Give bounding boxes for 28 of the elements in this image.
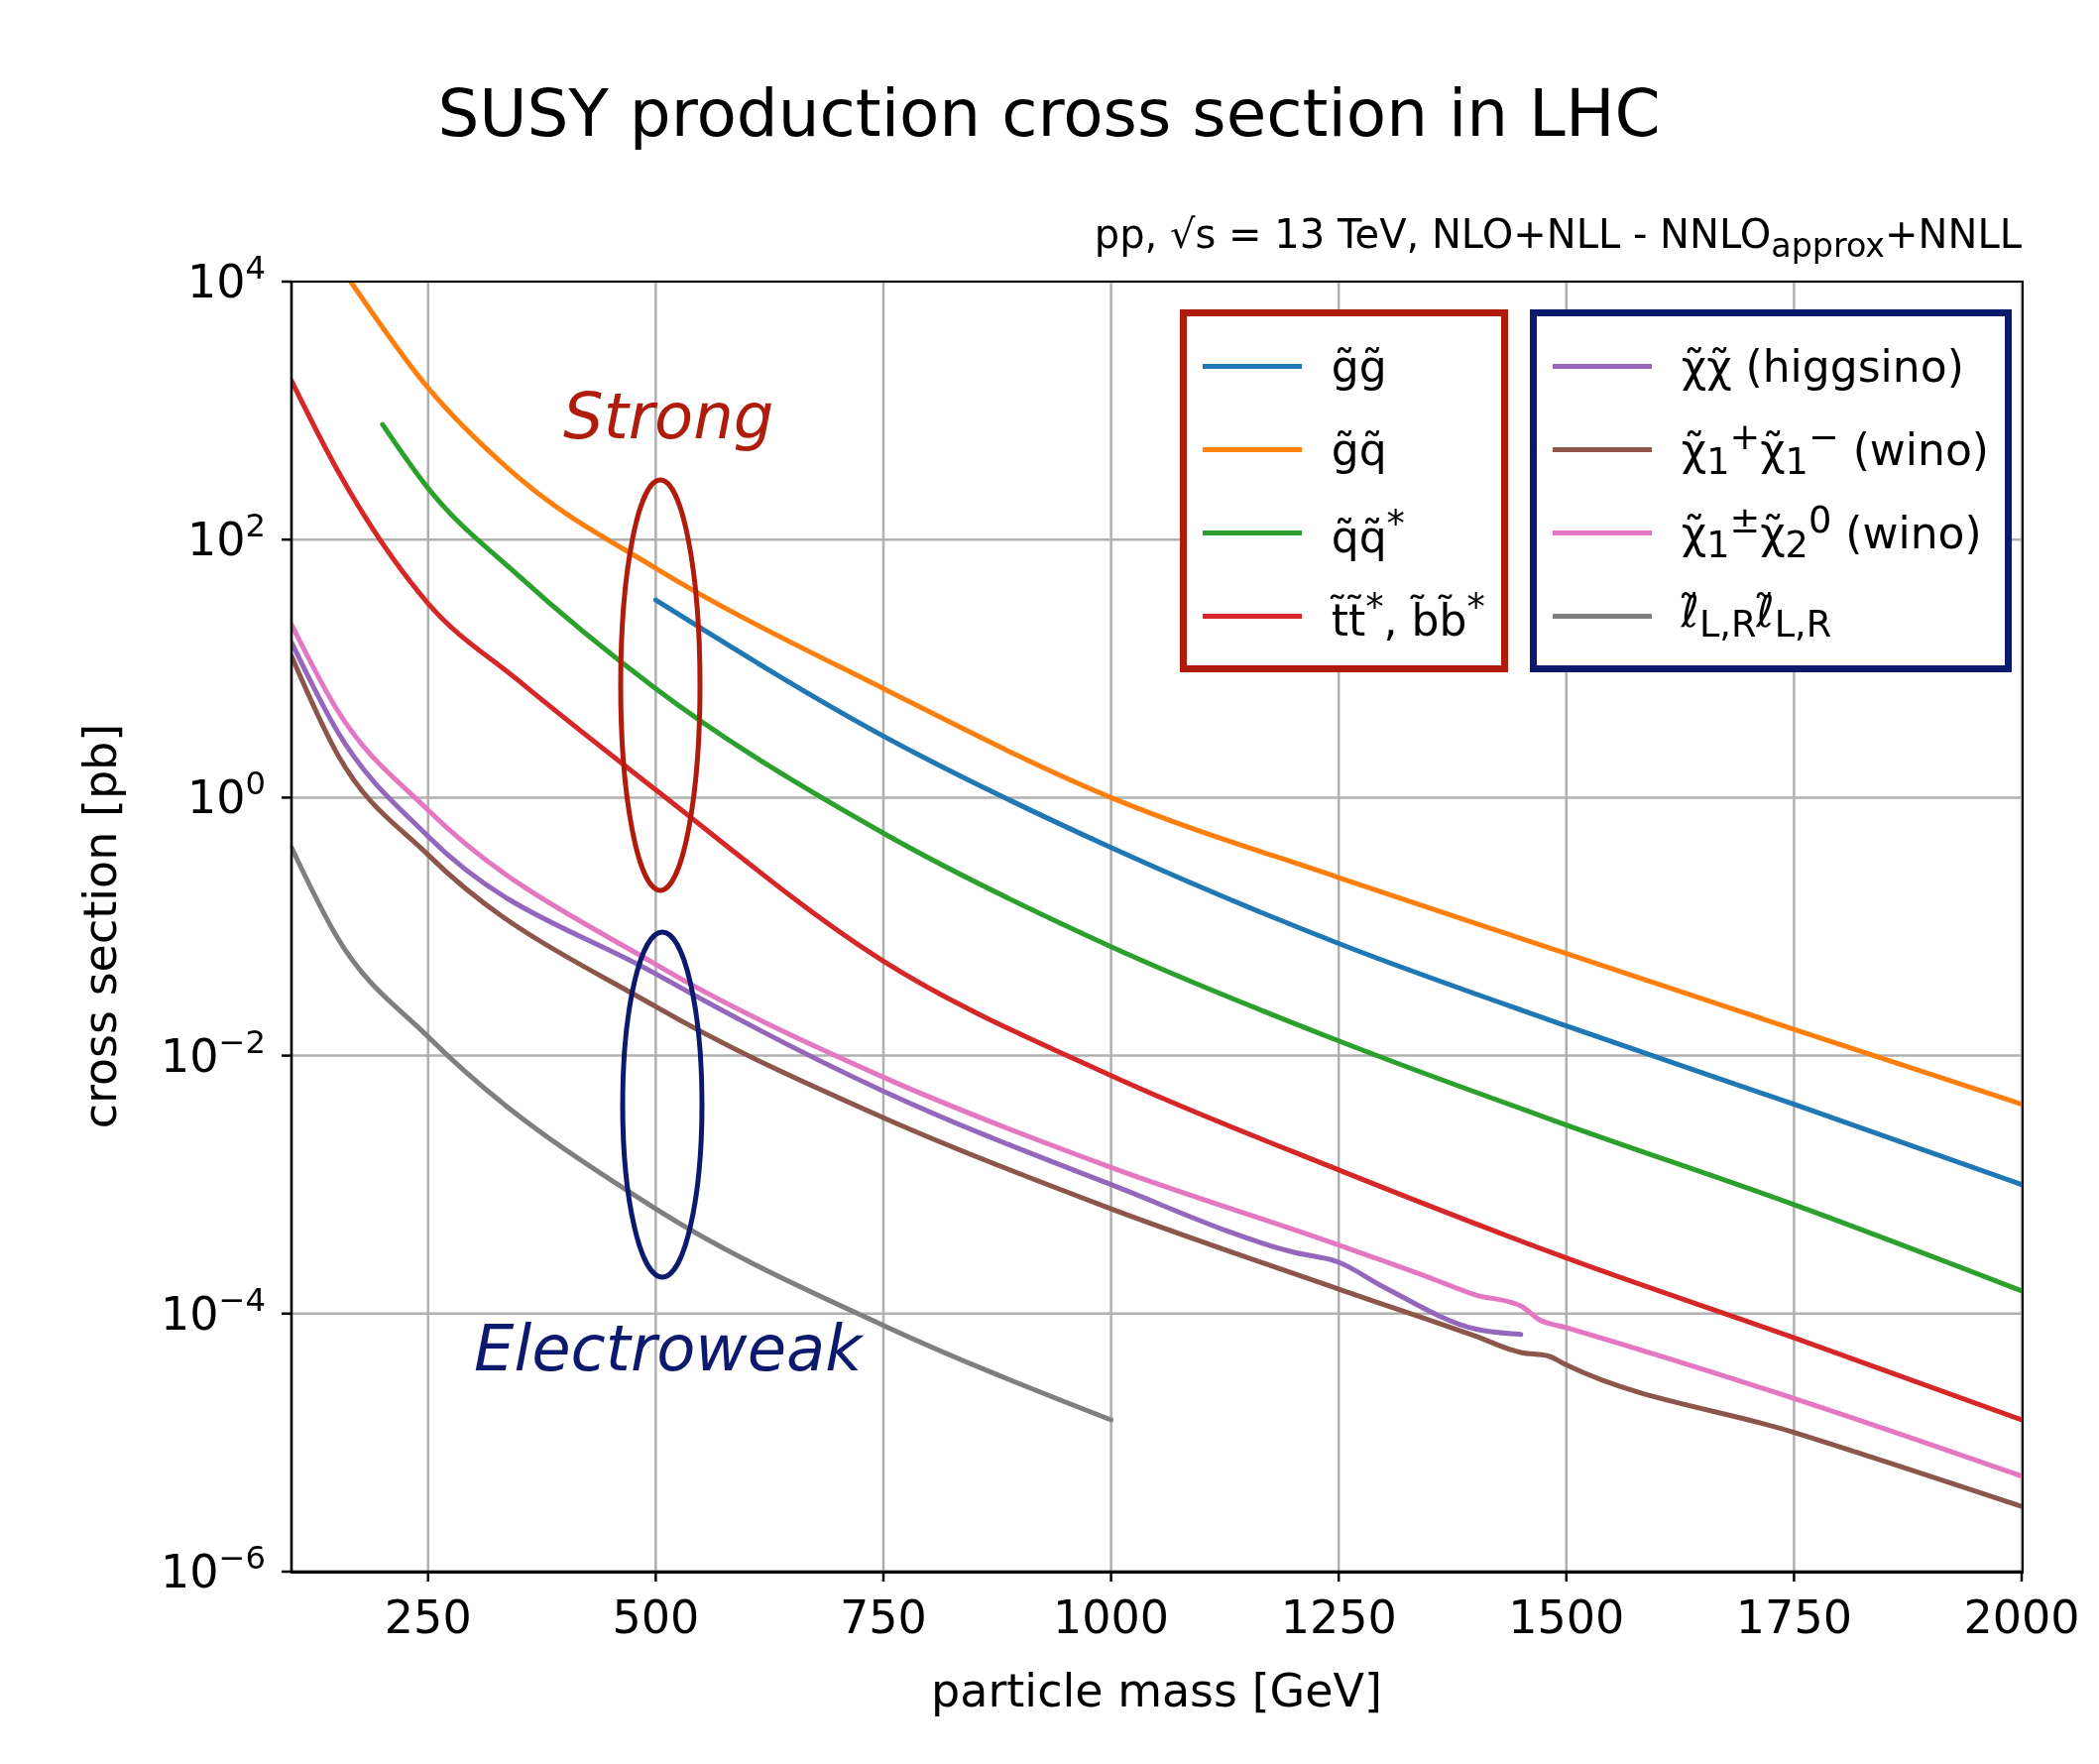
y-tick-label: 10$^{2}$ [186, 507, 266, 567]
legend-label: ℓ̃$_{L,R}$ℓ̃$_{L,R}$ [1681, 586, 1832, 646]
legend-label: χ̃$_{1}$$^{±}$χ̃$_{2}$$^{0}$ (wino) [1681, 498, 1982, 567]
legend-label: q̃q̃$^{*}$ [1331, 503, 1405, 562]
x-tick-label: 500 [612, 1590, 700, 1644]
y-tick-label: 10$^{−6}$ [161, 1539, 266, 1598]
chart-subtitle: pp, √s = 13 TeV, NLO+NLL - NNLO$_{approx}$+NNLL [1094, 211, 2022, 265]
annotation: Strong [563, 380, 774, 453]
chart-title: SUSY production cross section in LHC [436, 75, 1662, 152]
x-tick-label: 1750 [1735, 1590, 1852, 1644]
y-tick-label: 10$^{0}$ [186, 764, 266, 825]
legend-label: t̃t̃$^{*}$, b̃b̃$^{*}$ [1331, 586, 1485, 646]
x-axis-title: particle mass [GeV] [930, 1664, 1383, 1717]
x-tick-label: 2000 [1963, 1590, 2080, 1644]
legend-label: χ̃χ̃ (higgsino) [1681, 340, 1964, 392]
y-tick-label: 10$^{−4}$ [161, 1280, 266, 1341]
x-tick-label: 1250 [1280, 1590, 1397, 1644]
y-tick-label: 10$^{4}$ [186, 249, 266, 308]
x-tick-label: 750 [840, 1590, 927, 1644]
y-axis-title: cross section [pb] [73, 722, 127, 1130]
legend-label: g̃g̃ [1331, 340, 1387, 392]
legend-label: g̃q̃ [1331, 423, 1387, 475]
y-tick-label: 10$^{−2}$ [161, 1022, 266, 1083]
x-tick-label: 1500 [1508, 1590, 1625, 1644]
annotation: Electroweak [474, 1312, 863, 1385]
legend-label: χ̃$_{1}$$^{+}$χ̃$_{1}$$^{−}$ (wino) [1681, 414, 1989, 484]
x-tick-label: 1000 [1053, 1590, 1170, 1644]
x-tick-label: 250 [384, 1590, 472, 1644]
